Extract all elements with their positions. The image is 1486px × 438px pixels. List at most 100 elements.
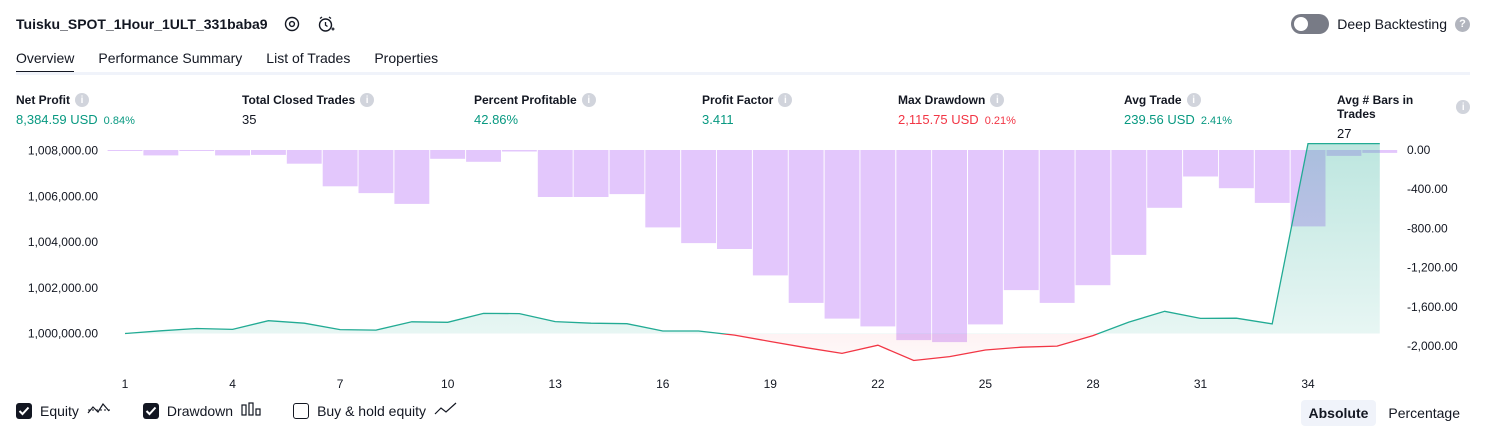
right-axis-tick: 0.00 bbox=[1407, 143, 1431, 157]
strategy-name: Tuisku_SPOT_1Hour_1ULT_331baba9 bbox=[16, 16, 268, 32]
chart-legend: Equity Drawdown Buy & hold equity bbox=[16, 402, 490, 419]
deep-backtesting: Deep Backtesting ? bbox=[1291, 12, 1470, 36]
strategy-header: Tuisku_SPOT_1Hour_1ULT_331baba9 bbox=[16, 12, 336, 36]
right-axis-tick: -1,600.00 bbox=[1407, 300, 1458, 314]
drawdown-bar bbox=[107, 150, 143, 151]
metric-percent: 2.41% bbox=[1200, 115, 1233, 127]
metric-label: Total Closed Trades bbox=[242, 93, 356, 107]
x-axis-tick: 7 bbox=[337, 377, 344, 391]
gear-icon[interactable] bbox=[282, 14, 302, 34]
right-axis-tick: -400.00 bbox=[1407, 182, 1448, 196]
drawdown-bar bbox=[788, 150, 824, 303]
equity-series bbox=[124, 142, 1380, 362]
absolute-button[interactable]: Absolute bbox=[1300, 400, 1377, 426]
drawdown-bar bbox=[537, 150, 573, 197]
drawdown-bars bbox=[107, 150, 1398, 343]
info-icon[interactable]: i bbox=[360, 93, 375, 107]
x-axis-tick: 25 bbox=[979, 377, 993, 391]
metric-avg-bars: Avg # Bars in Trades i 27 bbox=[1337, 93, 1470, 141]
chart-axes: 1,000,000.00 1,002,000.00 1,004,000.00 1,00… bbox=[28, 143, 1458, 391]
info-icon[interactable]: i bbox=[990, 93, 1005, 107]
drawdown-bar bbox=[286, 150, 322, 164]
right-axis-tick: -2,000.00 bbox=[1407, 339, 1458, 353]
metric-total-closed-trades: Total Closed Trades i 35 bbox=[242, 93, 375, 127]
x-axis-tick: 16 bbox=[656, 377, 670, 391]
drawdown-bar bbox=[968, 150, 1003, 325]
right-axis-tick: -1,200.00 bbox=[1407, 261, 1458, 275]
metric-max-drawdown: Max Drawdown i 2,115.75 USD 0.21% bbox=[898, 93, 1016, 127]
metric-profit-factor: Profit Factor i 3.411 bbox=[702, 93, 793, 127]
metric-percent: 0.21% bbox=[984, 115, 1016, 127]
percentage-button[interactable]: Percentage bbox=[1388, 405, 1460, 421]
legend-equity-label: Equity bbox=[40, 402, 79, 419]
tab-divider bbox=[16, 72, 1470, 75]
drawdown-bar bbox=[824, 150, 860, 319]
right-axis-tick: -800.00 bbox=[1407, 221, 1448, 235]
drawdown-bar bbox=[1039, 150, 1075, 303]
drawdown-bar bbox=[717, 150, 752, 249]
deep-backtesting-toggle[interactable] bbox=[1291, 14, 1330, 34]
info-icon[interactable]: i bbox=[75, 93, 89, 107]
drawdown-bar bbox=[501, 150, 537, 152]
legend-buy-hold[interactable]: Buy & hold equity bbox=[293, 402, 458, 419]
help-icon[interactable]: ? bbox=[1455, 16, 1470, 32]
left-axis-tick: 1,006,000.00 bbox=[28, 189, 98, 203]
metric-net-profit: Net Profit i 8,384.59 USD 0.84% bbox=[16, 93, 135, 127]
drawdown-bar bbox=[1075, 150, 1111, 286]
tab-properties[interactable]: Properties bbox=[374, 50, 439, 66]
metric-percent: 0.84% bbox=[103, 115, 135, 127]
x-axis-tick: 22 bbox=[871, 377, 885, 391]
equity-line-below-start bbox=[125, 334, 1100, 362]
metric-value: 42.86% bbox=[474, 112, 519, 127]
add-alert-icon[interactable] bbox=[316, 14, 336, 34]
metrics-row: Net Profit i 8,384.59 USD 0.84% Total Clos… bbox=[16, 93, 1470, 141]
legend-drawdown[interactable]: Drawdown bbox=[142, 402, 261, 419]
drawdown-bar bbox=[860, 150, 896, 327]
info-icon[interactable]: i bbox=[1456, 100, 1470, 114]
metric-value: 2,115.75 USD bbox=[898, 112, 979, 127]
left-axis-tick: 1,002,000.00 bbox=[28, 281, 98, 295]
drawdown-bar bbox=[932, 150, 967, 343]
left-axis-tick: 1,000,000.00 bbox=[28, 327, 98, 341]
drawdown-bar bbox=[1111, 150, 1147, 255]
drawdown-bar bbox=[1147, 150, 1183, 208]
x-axis-tick: 28 bbox=[1086, 377, 1100, 391]
left-axis-tick: 1,008,000.00 bbox=[28, 144, 98, 158]
x-axis-tick: 31 bbox=[1194, 377, 1208, 391]
equity-area-negative bbox=[724, 334, 1098, 361]
drawdown-bar bbox=[466, 150, 501, 162]
equity-line-icon bbox=[87, 402, 111, 419]
legend-equity[interactable]: Equity bbox=[16, 402, 111, 419]
equity-checkbox[interactable] bbox=[16, 402, 32, 419]
metric-label: Percent Profitable bbox=[474, 93, 577, 107]
buy-hold-checkbox[interactable] bbox=[293, 402, 310, 419]
tab-list-of-trades[interactable]: List of Trades bbox=[266, 50, 351, 66]
drawdown-bar bbox=[645, 150, 681, 228]
toggle-knob bbox=[1294, 17, 1309, 31]
metric-label: Max Drawdown bbox=[898, 93, 986, 107]
drawdown-bar bbox=[1183, 150, 1218, 177]
bar-chart-icon bbox=[241, 402, 261, 419]
drawdown-bar bbox=[430, 150, 466, 159]
drawdown-checkbox[interactable] bbox=[142, 402, 159, 419]
x-axis-tick: 10 bbox=[441, 377, 455, 391]
drawdown-bar bbox=[609, 150, 645, 195]
metric-label: Net Profit bbox=[16, 93, 70, 107]
x-axis-tick: 4 bbox=[229, 377, 236, 391]
metric-value: 35 bbox=[242, 112, 257, 127]
deep-backtesting-label: Deep Backtesting bbox=[1337, 16, 1447, 32]
tab-performance-summary[interactable]: Performance Summary bbox=[98, 50, 243, 66]
info-icon[interactable]: i bbox=[778, 93, 793, 107]
info-icon[interactable]: i bbox=[1186, 93, 1201, 107]
drawdown-bar bbox=[179, 150, 215, 151]
x-axis-tick: 13 bbox=[549, 377, 563, 391]
drawdown-bar bbox=[215, 150, 250, 156]
metric-label: Avg Trade bbox=[1124, 93, 1182, 107]
equity-line bbox=[124, 142, 1380, 334]
info-icon[interactable]: i bbox=[581, 93, 596, 107]
trend-line-icon bbox=[434, 402, 458, 419]
drawdown-bar bbox=[896, 150, 932, 341]
metric-value: 27 bbox=[1337, 126, 1352, 141]
tab-bar: Overview Performance Summary List of Tra… bbox=[16, 46, 438, 74]
metric-label: Profit Factor bbox=[702, 93, 774, 107]
